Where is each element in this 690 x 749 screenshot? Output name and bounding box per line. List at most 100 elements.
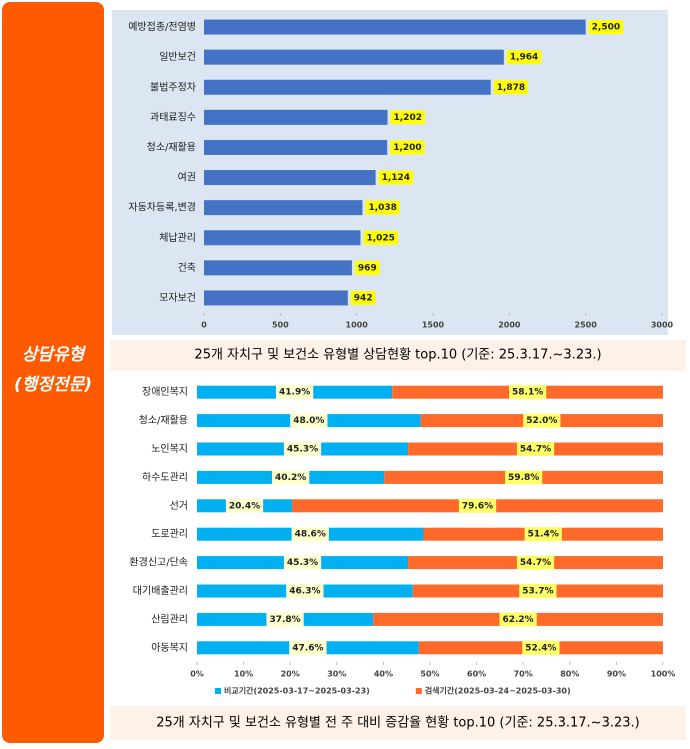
caption-box xyxy=(110,340,686,371)
y-tick-label: 건축 xyxy=(178,262,196,274)
y-tick-label: 체납관리 xyxy=(159,232,196,244)
x-tick-label: 3000 xyxy=(651,321,674,330)
y-tick-label: 예방접종/전염병 xyxy=(128,21,196,33)
x-tick-label: 90% xyxy=(607,670,626,679)
x-tick-label: 500 xyxy=(272,321,289,330)
value-label-bg xyxy=(283,442,322,456)
value-label-bg xyxy=(493,80,529,95)
chart-caption: 25개 자치구 및 보건소 유형별 전 주 대비 증감율 현황 top.10 (… xyxy=(156,716,639,731)
x-tick-label: 20% xyxy=(281,670,300,679)
value-label: 46.3% xyxy=(289,587,320,597)
x-tick-label: 30% xyxy=(327,670,346,679)
value-label: 52.0% xyxy=(526,416,557,426)
legend-swatch xyxy=(215,688,221,694)
y-tick-label: 선거 xyxy=(170,500,188,512)
y-tick-label: 산림관리 xyxy=(151,613,188,625)
value-label: 79.6% xyxy=(462,501,493,511)
value-label: 2,500 xyxy=(592,23,620,33)
x-tick-label: 100% xyxy=(651,670,676,679)
value-label-bg xyxy=(276,385,314,400)
value-label: 1,025 xyxy=(366,233,394,243)
sidebar-label: 상담유형 xyxy=(22,345,87,365)
y-tick-label: 모자보건 xyxy=(159,292,196,304)
value-label-bg xyxy=(509,385,547,400)
value-label-bg xyxy=(272,470,310,485)
value-label-bg xyxy=(499,612,537,627)
bar xyxy=(204,139,388,155)
value-label-bg xyxy=(291,527,329,542)
legend-swatch xyxy=(415,688,422,694)
value-label-bg xyxy=(266,612,304,627)
value-label-bg xyxy=(350,290,376,305)
value-label-bg xyxy=(588,20,624,35)
x-tick-label: 1500 xyxy=(422,321,445,330)
y-tick-label: 과태료징수 xyxy=(150,111,196,123)
bar xyxy=(204,200,363,216)
value-label-bg xyxy=(289,640,327,655)
bar xyxy=(204,79,491,95)
value-label: 54.7% xyxy=(520,445,551,455)
value-label: 969 xyxy=(358,263,377,273)
value-label: 45.3% xyxy=(287,558,318,568)
value-label: 1,038 xyxy=(368,203,396,213)
value-label-bg xyxy=(363,230,398,245)
value-label: 47.6% xyxy=(292,643,323,653)
value-label-bg xyxy=(524,527,562,542)
x-tick-label: 2000 xyxy=(498,321,521,330)
x-tick-label: 60% xyxy=(467,670,486,679)
value-label: 1,124 xyxy=(382,173,410,183)
value-label: 54.7% xyxy=(520,558,551,568)
value-label: 1,964 xyxy=(510,53,538,63)
bar xyxy=(204,170,376,186)
x-tick-label: 80% xyxy=(560,670,579,679)
value-label: 1,202 xyxy=(394,113,422,123)
x-tick-label: 0% xyxy=(190,670,204,679)
value-label: 40.2% xyxy=(275,473,306,483)
value-label-bg xyxy=(519,584,557,598)
value-label: 45.3% xyxy=(287,445,318,455)
value-label-bg xyxy=(523,413,561,428)
value-label: 48.6% xyxy=(295,530,326,540)
y-tick-label: 일반보건 xyxy=(159,51,196,63)
value-label: 37.8% xyxy=(269,615,300,625)
value-label-bg xyxy=(505,470,543,485)
bar xyxy=(204,260,352,276)
value-label-bg xyxy=(354,260,380,275)
x-tick-label: 70% xyxy=(514,670,533,679)
value-label-bg xyxy=(390,110,425,125)
y-tick-label: 환경신고/단속 xyxy=(129,556,188,569)
value-label: 53.7% xyxy=(522,587,553,597)
y-tick-label: 여권 xyxy=(178,172,196,184)
value-label: 51.4% xyxy=(528,530,559,540)
x-tick-label: 1000 xyxy=(346,321,369,330)
y-tick-label: 아동복지 xyxy=(151,642,188,654)
value-label: 62.2% xyxy=(502,615,533,625)
value-label: 1,878 xyxy=(497,83,525,93)
value-label-bg xyxy=(378,170,414,185)
value-label: 942 xyxy=(354,293,373,303)
value-label: 20.4% xyxy=(229,501,260,511)
y-tick-label: 도로관리 xyxy=(151,528,188,540)
value-label-bg xyxy=(390,140,425,155)
bar xyxy=(204,49,504,65)
bar xyxy=(204,290,348,306)
chart-caption: 25개 자치구 및 보건소 유형별 상담현황 top.10 (기준: 25.3.… xyxy=(194,348,601,363)
value-label-bg xyxy=(516,442,555,456)
y-tick-label: 불법주정차 xyxy=(150,81,196,93)
x-tick-label: 0 xyxy=(201,321,207,330)
bar xyxy=(204,19,586,35)
value-label-bg xyxy=(516,555,555,570)
y-tick-label: 하수도관리 xyxy=(142,470,188,483)
value-label-bg xyxy=(283,555,322,570)
y-tick-label: 대기배출관리 xyxy=(133,585,188,597)
y-tick-label: 장애인복지 xyxy=(142,386,188,398)
value-label: 41.9% xyxy=(279,388,310,398)
value-label: 48.0% xyxy=(293,416,324,426)
value-label-bg xyxy=(506,50,542,65)
x-tick-label: 50% xyxy=(420,670,439,679)
value-label-bg xyxy=(522,640,560,655)
legend-label: 비교기간(2025-03-17~2025-03-23) xyxy=(224,686,370,696)
bar xyxy=(204,109,388,125)
y-tick-label: 청소/재활용 xyxy=(147,140,196,153)
